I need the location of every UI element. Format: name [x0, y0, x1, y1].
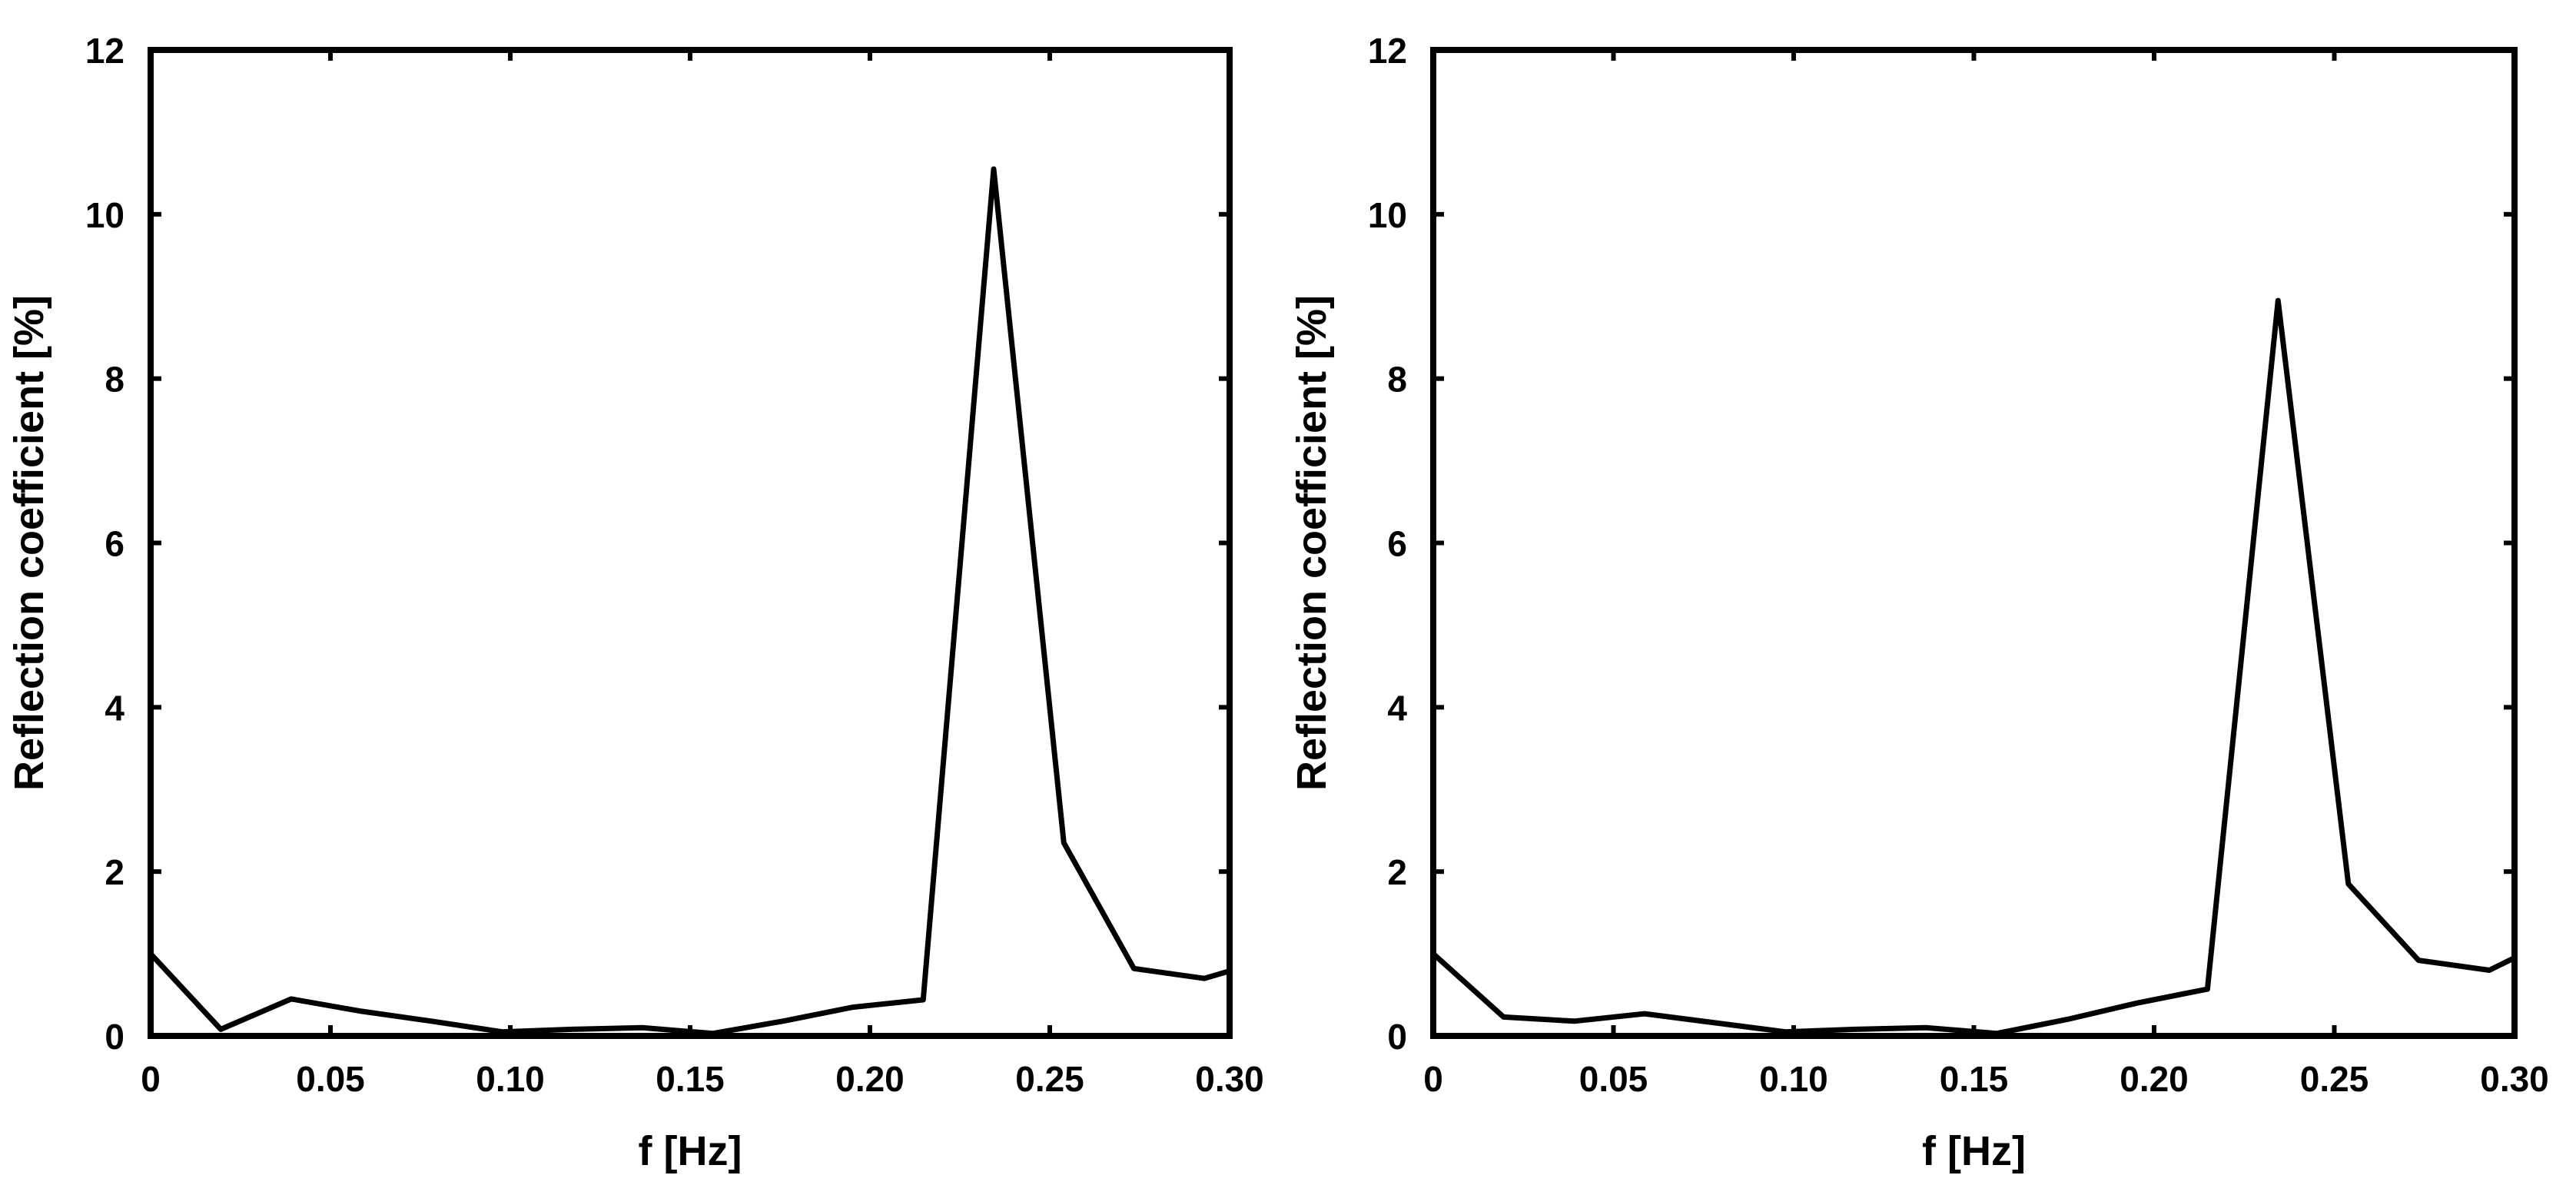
y-tick-label: 0 — [1387, 1017, 1407, 1057]
left-plot-axes-box — [148, 47, 1233, 1039]
x-tick-label: 0 — [141, 1059, 161, 1099]
right-plot: 0 0.05 0.10 0.15 0.20 0.25 0.30 0 2 4 6 8 10 12 f [H… — [1289, 31, 2549, 1174]
y-tick-label: 8 — [1387, 360, 1407, 400]
x-tick-label: 0.30 — [2480, 1059, 2549, 1099]
y-tick-label: 0 — [105, 1017, 124, 1057]
x-tick-label: 0.05 — [296, 1059, 365, 1099]
x-tick-label: 0.10 — [1759, 1059, 1828, 1099]
y-tick-label: 4 — [1387, 688, 1407, 728]
x-tick-label: 0.20 — [2120, 1059, 2189, 1099]
right-plot-x-axis-label: f [Hz] — [1922, 1128, 2026, 1174]
left-plot-y-axis-label: Reflection coefficient [%] — [6, 295, 52, 791]
y-tick-label: 10 — [85, 195, 124, 235]
y-tick-label: 6 — [1387, 524, 1407, 564]
left-plot-x-tick-labels: 0 0.05 0.10 0.15 0.20 0.25 0.30 — [141, 1059, 1264, 1099]
y-tick-label: 4 — [105, 688, 124, 728]
x-tick-label: 0.25 — [2300, 1059, 2369, 1099]
y-tick-label: 6 — [105, 524, 124, 564]
right-plot-y-axis-label: Reflection coefficient [%] — [1289, 295, 1335, 791]
left-plot-x-axis-label: f [Hz] — [639, 1128, 742, 1174]
y-tick-label: 12 — [85, 31, 124, 71]
x-tick-label: 0.05 — [1579, 1059, 1648, 1099]
y-tick-label: 10 — [1368, 195, 1407, 235]
y-tick-label: 2 — [1387, 852, 1407, 892]
right-plot-x-tick-labels: 0 0.05 0.10 0.15 0.20 0.25 0.30 — [1423, 1059, 2549, 1099]
y-tick-label: 2 — [105, 852, 124, 892]
x-tick-label: 0.10 — [476, 1059, 545, 1099]
left-plot-y-tick-labels: 0 2 4 6 8 10 12 — [85, 31, 125, 1057]
x-tick-label: 0 — [1423, 1059, 1443, 1099]
x-tick-label: 0.15 — [1940, 1059, 2009, 1099]
y-tick-label: 12 — [1368, 31, 1407, 71]
y-tick-label: 8 — [105, 360, 124, 400]
x-tick-label: 0.15 — [656, 1059, 725, 1099]
x-tick-label: 0.25 — [1015, 1059, 1084, 1099]
left-plot: 0 0.05 0.10 0.15 0.20 0.25 0.30 0 2 4 6 8 10 12 f [H… — [6, 31, 1264, 1174]
x-tick-label: 0.20 — [835, 1059, 905, 1099]
x-tick-label: 0.30 — [1195, 1059, 1264, 1099]
right-plot-axes-box — [1430, 47, 2518, 1039]
right-plot-y-tick-labels: 0 2 4 6 8 10 12 — [1368, 31, 1408, 1057]
